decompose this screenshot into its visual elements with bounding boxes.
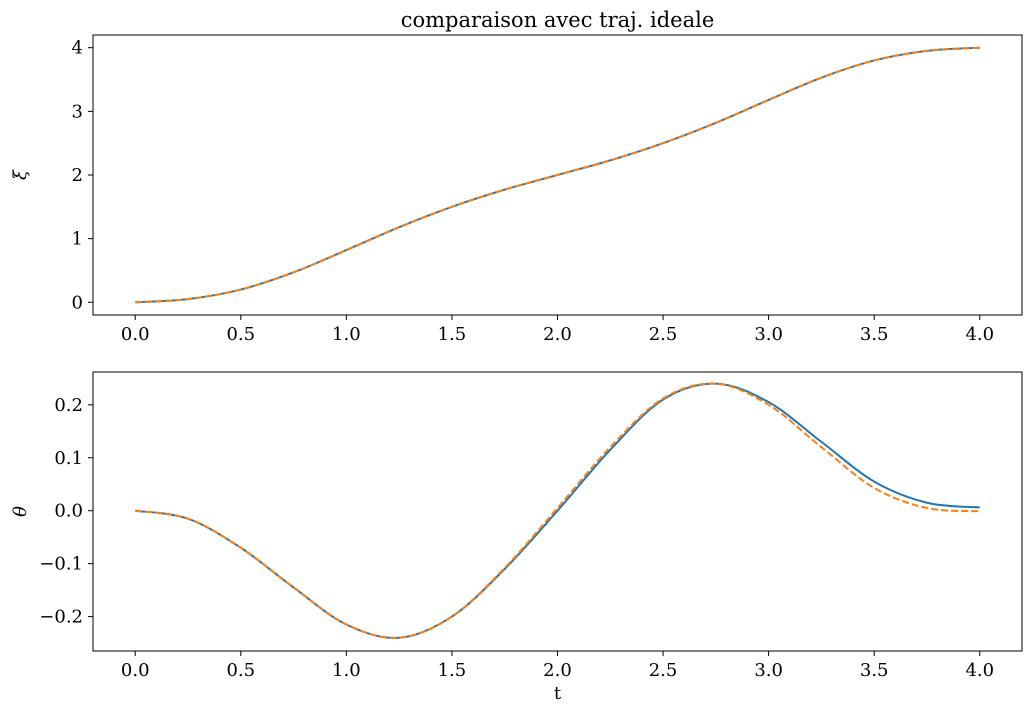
solid-series-line-1	[135, 382, 980, 639]
y-axis-label: ξ	[10, 169, 31, 180]
x-tick-label: 2.0	[543, 324, 572, 345]
y-tick-label: 0.1	[54, 448, 83, 469]
x-tick-label: 3.0	[754, 324, 783, 345]
x-tick-label: 2.5	[649, 324, 678, 345]
x-tick-label: 1.0	[332, 660, 361, 681]
x-tick-label: 1.0	[332, 324, 361, 345]
top-subplot: 0.0 0.5 1.0 1.5 2.0 2.5 3.0 3.5 4.0 0 1 2 3 4 comparai…	[10, 8, 1023, 345]
y-tick-label: 1	[72, 229, 83, 250]
x-tick-label: 0.5	[226, 660, 255, 681]
x-tick-label: 4.0	[965, 324, 994, 345]
y-tick-label: 3	[72, 101, 83, 122]
x-tick-label: 3.0	[754, 660, 783, 681]
x-tick-label: 3.5	[860, 324, 889, 345]
bottom-subplot: 0.0 0.5 1.0 1.5 2.0 2.5 3.0 3.5 4.0 −0.2 −0.1 0.0 0.…	[10, 371, 1023, 704]
x-tick-label: 3.5	[860, 660, 889, 681]
x-tick-label: 1.5	[438, 324, 467, 345]
y-tick-label: −0.1	[39, 554, 83, 575]
x-tick-label: 0.0	[121, 660, 150, 681]
y-tick-label: 0.0	[54, 501, 83, 522]
y-tick-label: −0.2	[39, 607, 83, 628]
dashed-series-line-1	[135, 382, 980, 639]
x-tick-label: 0.0	[121, 324, 150, 345]
chart-title: comparaison avec traj. ideale	[401, 8, 715, 32]
y-tick-label: 2	[72, 165, 83, 186]
y-tick-label: 0.2	[54, 395, 83, 416]
y-tick-label: 0	[72, 292, 83, 313]
y-axis-label: θ	[10, 506, 31, 517]
x-tick-label: 2.0	[543, 660, 572, 681]
x-tick-label: 0.5	[226, 324, 255, 345]
y-tick-label: 4	[72, 38, 83, 59]
x-tick-label: 1.5	[438, 660, 467, 681]
x-axis-label: t	[554, 683, 562, 704]
dashed-series-line-0	[135, 46, 980, 304]
x-tick-label: 2.5	[649, 660, 678, 681]
x-tick-label: 4.0	[965, 660, 994, 681]
